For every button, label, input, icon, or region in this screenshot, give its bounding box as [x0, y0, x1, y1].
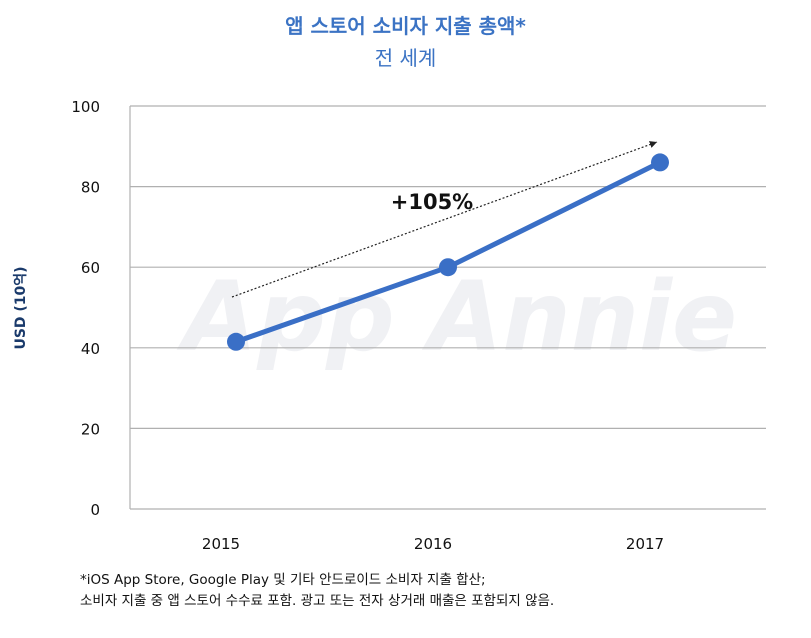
y-tick-label-100: 100 [71, 98, 100, 116]
data-point-2017 [651, 153, 669, 172]
x-tick-label-2017: 2017 [626, 535, 664, 553]
footnote-line-2: 소비자 지출 중 앱 스토어 수수료 포함. 광고 또는 전자 상거래 매출은 … [80, 593, 555, 609]
y-tick-label-80: 80 [81, 179, 100, 197]
watermark-text: App Annie [176, 261, 737, 373]
data-point-2015 [227, 332, 245, 351]
y-tick-label-40: 40 [81, 340, 100, 358]
y-tick-label-20: 20 [81, 420, 100, 438]
y-tick-label-60: 60 [81, 259, 100, 277]
data-point-2016 [439, 258, 457, 277]
footnote-line-1: *iOS App Store, Google Play 및 기타 안드로이드 소… [80, 572, 486, 588]
chart-subtitle: 전 세계 [374, 46, 437, 70]
x-tick-label-2016: 2016 [414, 535, 452, 553]
trend-arrow [231, 141, 658, 298]
x-tick-label-2015: 2015 [202, 535, 240, 553]
trend-annotation: +105% [391, 190, 473, 214]
y-axis-label: USD (10억) [13, 266, 29, 349]
y-tick-label-0: 0 [90, 501, 100, 519]
chart-title: 앱 스토어 소비자 지출 총액* [285, 14, 526, 38]
